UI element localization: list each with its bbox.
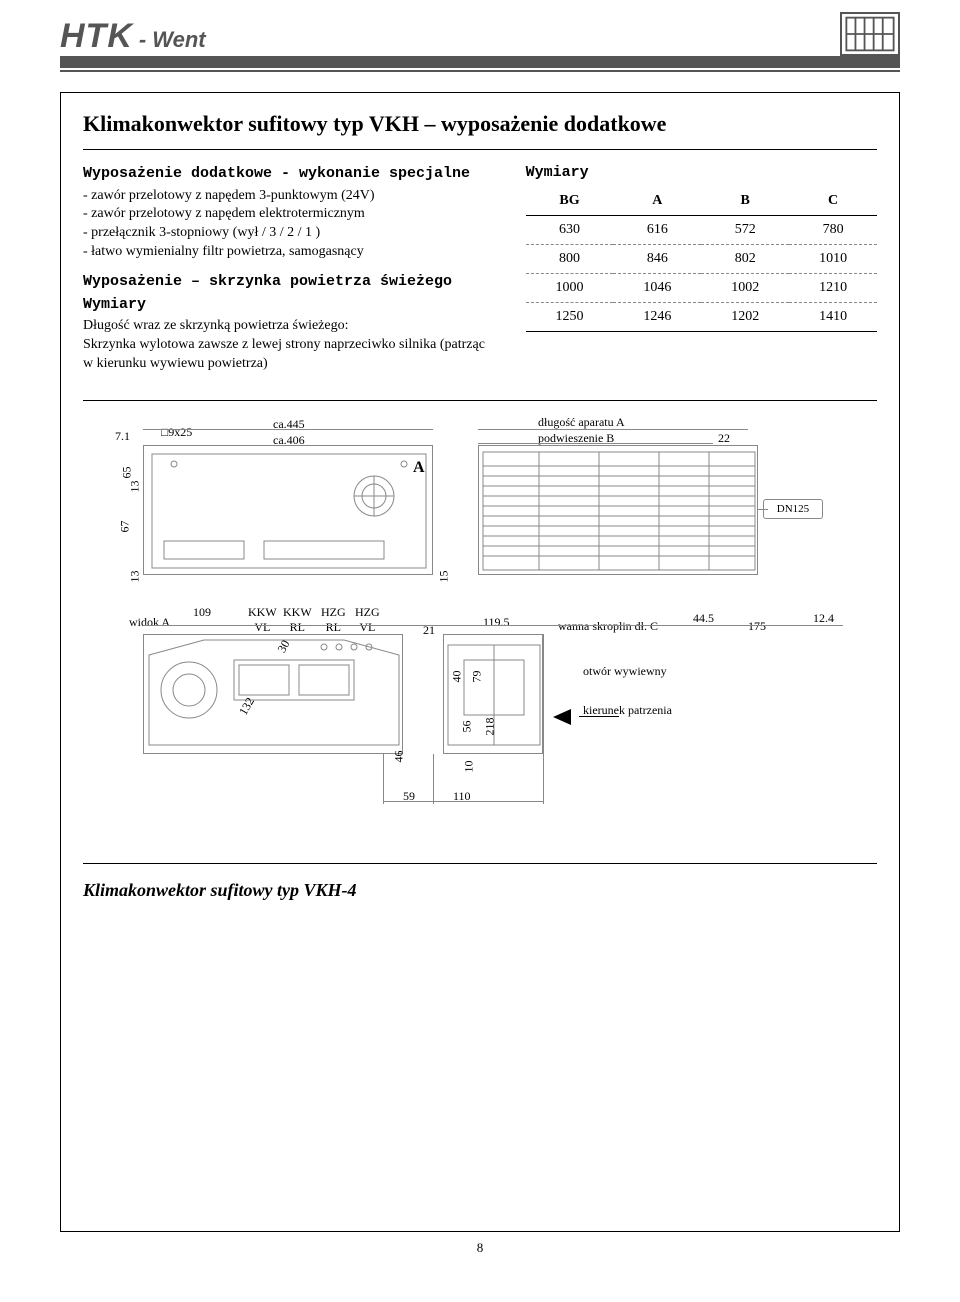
dim-40: 40 [450,670,465,682]
logo-icon [840,12,900,56]
label-kkw-vl: KKW VL [248,605,277,635]
label-kierunek: kierunek patrzenia [583,703,672,718]
dim-22: 22 [718,431,730,446]
col-bg: BG [526,187,614,216]
brand: HTK - Went [60,17,206,56]
dim-56: 56 [460,720,475,732]
page-number: 8 [0,1240,960,1276]
dim-175: 175 [748,619,766,634]
section-vkh4-title: Klimakonwektor sufitowy typ VKH-4 [83,880,877,901]
label-widok-a: widok A [129,615,170,630]
table-row: 1250 1246 1202 1410 [526,303,877,332]
table-row: 800 846 802 1010 [526,245,877,274]
arrow-left-icon [553,709,571,725]
brand-sep: - [139,27,146,53]
left-column: Wyposażenie dodatkowe - wykonanie specja… [83,164,496,374]
label-hzg-rl: HZG RL [321,605,346,635]
dim-109: 109 [193,605,211,620]
col-b: B [701,187,789,216]
dim-13b: 13 [128,570,143,582]
dim-9x25: □9x25 [161,425,192,440]
dim-13a: 13 [128,480,143,492]
col-a: A [613,187,701,216]
top-view-body [143,445,433,575]
list-item: - zawór przelotowy z napędem elektroterm… [83,205,496,224]
label-otwor: otwór wywiewny [583,664,667,679]
outlet-box [443,634,543,754]
list-item: - zawór przelotowy z napędem 3-punktowym… [83,187,496,206]
dim-124: 12.4 [813,611,834,626]
header-thick-rule [60,56,900,68]
label-wanna: wanna skroplin dł. C [558,619,658,634]
section-head-1: Wyposażenie dodatkowe - wykonanie specja… [83,164,496,184]
feature-list-1: - zawór przelotowy z napędem 3-punktowym… [83,187,496,263]
table-row: 1000 1046 1002 1210 [526,274,877,303]
dim-1195: 119.5 [483,615,510,630]
section-head-3: Wymiary [83,295,496,315]
table-row: 630 616 572 780 [526,216,877,245]
brand-htk: HTK [60,17,133,56]
dim-445: 44.5 [693,611,714,626]
two-column-layout: Wyposażenie dodatkowe - wykonanie specja… [83,164,877,374]
dim-ca406: ca.406 [273,433,305,448]
label-kkw-rl: KKW RL [283,605,312,635]
label-dlugosc-a: długość aparatu A [538,415,625,430]
section-vkh4: Klimakonwektor sufitowy typ VKH-4 [83,863,877,901]
page-frame: Klimakonwektor sufitowy typ VKH – wyposa… [60,92,900,1232]
brand-went: Went [152,27,205,53]
dim-67: 67 [118,520,133,532]
technical-drawing: DN125 7.1 □9x25 ca.445 ca.406 długość ap… [83,400,877,839]
drawing-canvas: DN125 7.1 □9x25 ca.445 ca.406 długość ap… [83,419,877,839]
label-A: A [413,459,425,477]
table-heading: Wymiary [526,164,877,181]
dim-218: 218 [483,717,498,735]
dim-15: 15 [437,570,452,582]
dim-10: 10 [462,760,477,772]
title-rule [83,149,877,150]
dimensions-para: Długość wraz ze skrzynką powietrza śwież… [83,317,496,374]
side-view-body [143,634,403,754]
dim-79: 79 [470,670,485,682]
right-column: Wymiary BG A B C 630 616 572 780 [526,164,877,374]
page-title: Klimakonwektor sufitowy typ VKH – wyposa… [83,111,877,137]
header-thin-rule [60,70,900,72]
coil-unit [478,445,758,575]
list-item: - łatwo wymienialny filtr powietrza, sam… [83,243,496,262]
label-hzg-vl: HZG VL [355,605,380,635]
section-head-2: Wyposażenie – skrzynka powietrza świeżeg… [83,272,496,292]
col-c: C [789,187,877,216]
dim-7-1: 7.1 [115,429,130,444]
table-header-row: BG A B C [526,187,877,216]
dim-65: 65 [120,466,135,478]
dimensions-table: BG A B C 630 616 572 780 800 8 [526,187,877,332]
dim-46: 46 [392,750,407,762]
page-header: HTK - Went [0,0,960,56]
list-item: - przełącznik 3-stopniowy (wył / 3 / 2 /… [83,224,496,243]
dn125-label: DN125 [763,499,823,519]
